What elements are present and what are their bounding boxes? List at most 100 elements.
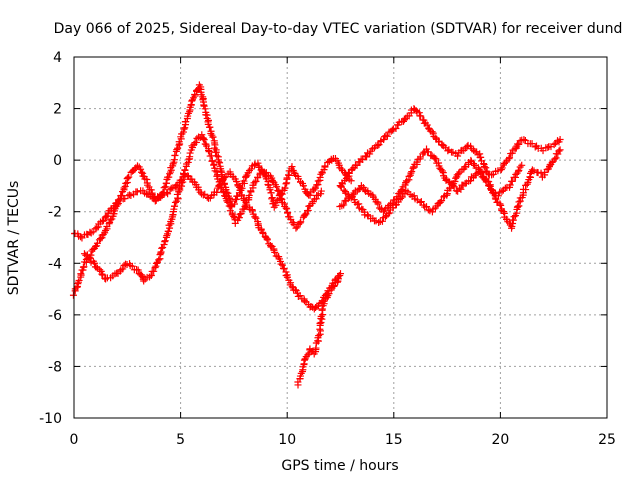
data-point: [117, 191, 125, 199]
data-point: [217, 167, 225, 175]
data-point: [225, 202, 233, 210]
data-point: [281, 184, 289, 192]
data-point: [347, 177, 355, 185]
data-point: [457, 185, 465, 193]
data-point: [233, 178, 241, 186]
data-point: [80, 250, 88, 258]
data-point: [209, 133, 217, 141]
data-point: [374, 200, 382, 208]
data-point: [159, 188, 167, 196]
data-point: [306, 191, 314, 199]
data-point: [280, 265, 288, 273]
data-point: [555, 147, 563, 155]
data-point: [330, 282, 338, 290]
data-point: [297, 218, 305, 226]
data-points-layer: [69, 81, 564, 389]
data-point: [410, 192, 418, 200]
data-point: [508, 149, 516, 157]
chart-title: Day 066 of 2025, Sidereal Day-to-day VTE…: [54, 21, 623, 37]
data-point: [444, 147, 452, 155]
data-point: [200, 135, 208, 143]
data-point: [170, 205, 178, 213]
data-point: [93, 224, 101, 232]
data-point: [417, 112, 425, 120]
data-point: [452, 174, 460, 182]
data-point: [210, 161, 218, 169]
data-point: [424, 148, 432, 156]
data-point: [498, 187, 506, 195]
data-point: [77, 270, 85, 278]
series-track-g: [336, 156, 526, 226]
data-point: [124, 174, 132, 182]
data-point: [252, 214, 260, 222]
data-point: [251, 213, 259, 221]
data-point: [516, 163, 524, 171]
data-point: [518, 161, 526, 169]
data-point: [384, 210, 392, 218]
data-point: [355, 185, 363, 193]
data-point: [169, 160, 177, 168]
data-point: [416, 198, 424, 206]
data-point: [477, 153, 485, 161]
data-point: [508, 177, 516, 185]
data-point: [199, 191, 207, 199]
data-point: [247, 165, 255, 173]
data-point: [230, 200, 238, 208]
data-point: [98, 270, 106, 278]
x-tick-label: 0: [70, 432, 79, 448]
y-tick-label: -2: [48, 205, 62, 221]
data-point: [470, 146, 478, 154]
data-point: [198, 131, 206, 139]
data-point: [271, 248, 279, 256]
data-point: [386, 200, 394, 208]
data-point: [171, 202, 179, 210]
y-tick-label: -6: [48, 308, 62, 324]
data-point: [304, 351, 312, 359]
data-point: [497, 201, 505, 209]
data-point: [544, 143, 552, 151]
x-tick-label: 15: [385, 432, 403, 448]
data-point: [102, 226, 110, 234]
data-point: [215, 158, 223, 166]
data-point: [230, 212, 238, 220]
data-point: [429, 129, 437, 137]
data-point: [147, 271, 155, 279]
data-point: [397, 194, 405, 202]
data-point: [161, 183, 169, 191]
data-point: [283, 205, 291, 213]
data-point: [556, 146, 564, 154]
data-point: [245, 191, 253, 199]
x-tick-label: 5: [176, 432, 185, 448]
data-point: [282, 180, 290, 188]
data-point: [128, 262, 136, 270]
data-point: [267, 189, 275, 197]
data-point: [363, 153, 371, 161]
data-point: [183, 160, 191, 168]
data-point: [205, 147, 213, 155]
data-point: [344, 173, 352, 181]
data-point: [497, 165, 505, 173]
data-point: [165, 173, 173, 181]
data-point: [86, 254, 94, 262]
data-point: [510, 213, 518, 221]
data-point: [159, 243, 167, 251]
data-point: [224, 198, 232, 206]
data-point: [324, 158, 332, 166]
data-point: [211, 167, 219, 175]
data-point: [478, 169, 486, 177]
data-point: [300, 356, 308, 364]
data-point: [102, 213, 110, 221]
data-point: [386, 209, 394, 217]
data-point: [174, 144, 182, 152]
data-point: [438, 197, 446, 205]
data-point: [515, 140, 523, 148]
data-point: [266, 242, 274, 249]
data-point: [342, 174, 350, 182]
data-point: [301, 211, 309, 219]
data-point: [181, 166, 189, 174]
plot-border: [73, 56, 608, 419]
data-point: [556, 136, 564, 144]
data-point: [274, 187, 282, 195]
data-point: [432, 134, 440, 142]
data-point: [316, 319, 324, 327]
